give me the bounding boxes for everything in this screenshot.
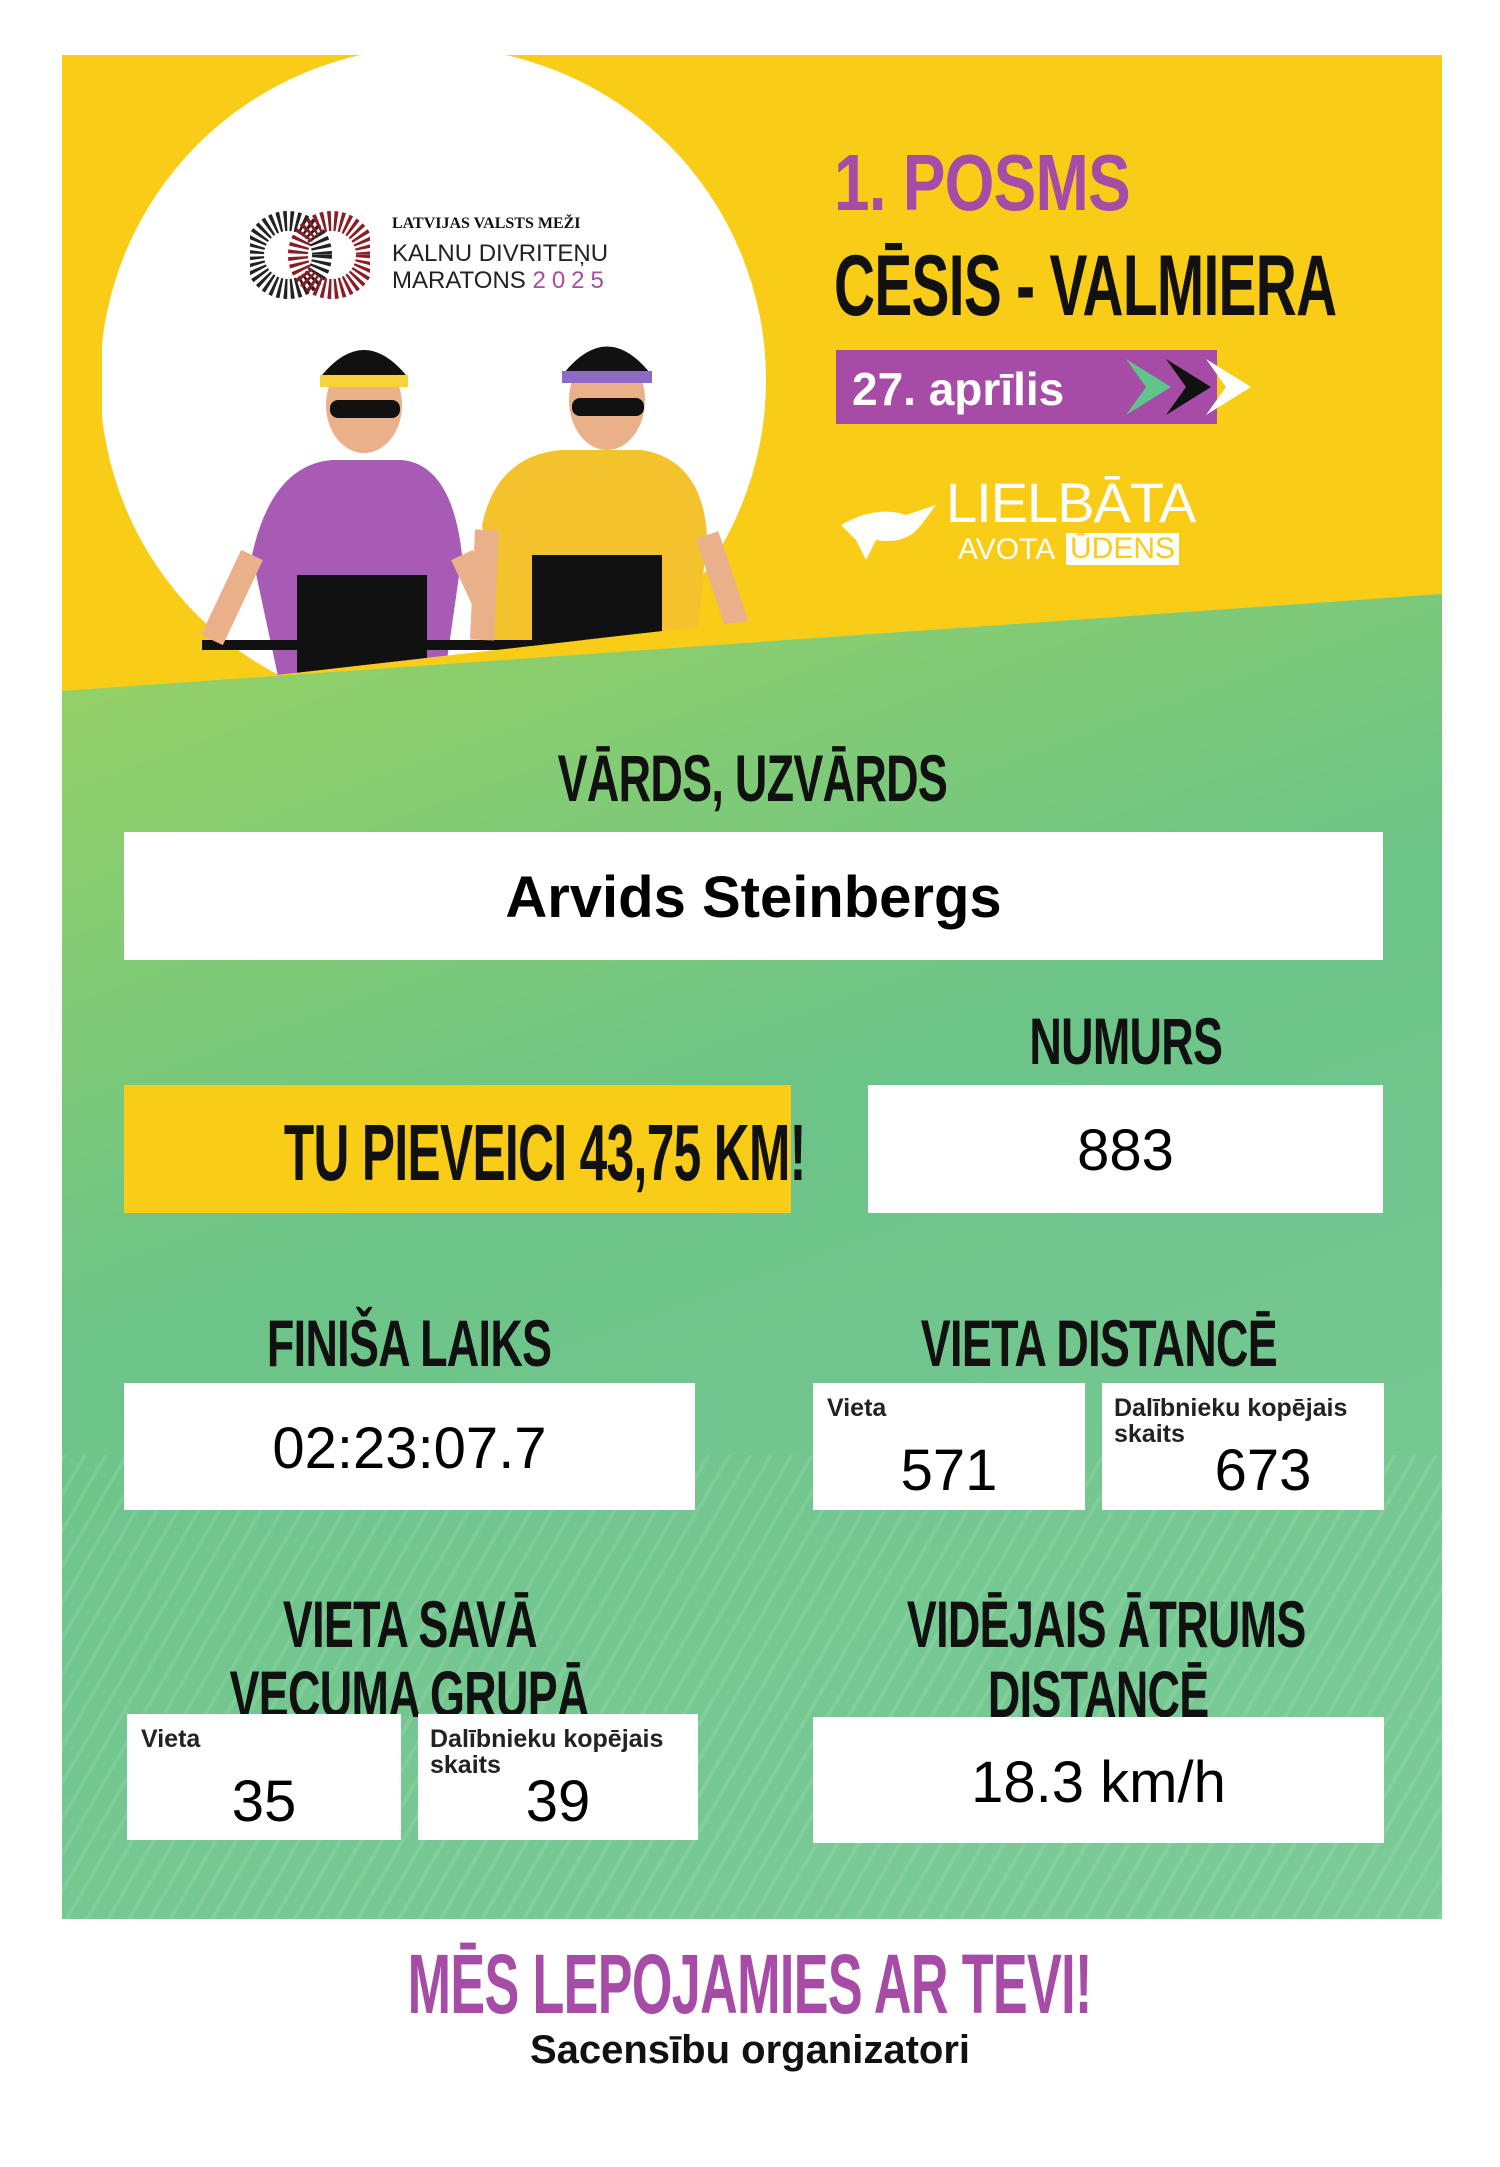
finish-time-label-text: FINIŠA LAIKS [267,1306,552,1380]
sponsor-sub1: AVOTA [958,533,1056,566]
event-logo-sponsor: LATVIJAS VALSTS MEŽI [392,215,581,232]
sponsor-logo: LIELBĀTA AVOTA ŪDENS [836,475,1236,575]
distance-place-label: VIETA DISTANCĒ [813,1310,1384,1376]
distance-banner: TU PIEVEICI 43,75 KM! [124,1085,806,1213]
age-place-box: Vieta 35 [127,1714,401,1840]
name-label-text: VĀRDS, UZVĀRDS [557,741,947,815]
result-card: LATVIJAS VALSTS MEŽI KALNU DIVRITEŅU MAR… [62,55,1442,1919]
cyclists-illustration [102,55,766,695]
avg-speed-value: 18.3 km/h [971,1750,1226,1815]
avg-speed-label: VIDĒJAIS ĀTRUMS DISTANCĒ [813,1589,1384,1729]
arrow-icon [1126,359,1251,415]
distance-banner-text: TU PIEVEICI 43,75 KM! [283,1108,806,1197]
name-box: Arvids Steinbergs [124,832,1383,960]
route-title: CĒSIS - VALMIERA [834,243,1394,329]
distance-place-box: Vieta 571 [813,1383,1085,1510]
bird-icon [841,505,936,560]
distance-place-value: 571 [900,1438,998,1503]
footer-slogan-text: MĒS LEPOJAMIES AR TEVI! [407,1937,1093,2031]
event-logo-subtitle: MARATONS 2025 [392,267,610,295]
age-place-sublabel: Vieta [141,1725,201,1753]
sponsor-sub2: ŪDENS [1066,533,1180,565]
route-title-text: CĒSIS - VALMIERA [834,238,1337,334]
event-logo-rings-icon [244,211,376,299]
participant-name: Arvids Steinbergs [505,865,1002,930]
age-total-sublabel-2: skaits [430,1751,501,1779]
number-label-text: NUMURS [1029,1004,1223,1078]
event-logo-year: 2025 [532,267,610,294]
name-label: VĀRDS, UZVĀRDS [62,745,1442,811]
age-place-value: 35 [231,1769,297,1834]
footer-signature: Sacensību organizatori [529,2028,971,2072]
event-logo-maratons: MARATONS [392,267,526,294]
finish-time-label: FINIŠA LAIKS [124,1310,695,1376]
distance-total-box: Dalībnieku kopējais skaits 673 [1102,1383,1384,1510]
age-total-value: 39 [525,1769,591,1834]
stage-title: 1. POSMS [834,143,1254,223]
event-logo-rings [244,210,376,300]
event-logo-title: KALNU DIVRITEŅU [392,240,609,267]
age-group-label: VIETA SAVĀ VECUMA GRUPĀ [124,1589,695,1729]
stage-title-text: 1. POSMS [834,138,1131,227]
finish-time-box: 02:23:07.7 [124,1383,695,1510]
sponsor-name: LIELBĀTA [946,471,1196,534]
distance-place-sublabel: Vieta [827,1394,887,1422]
footer-slogan: MĒS LEPOJAMIES AR TEVI! [0,1942,1500,2026]
avg-speed-label-1: VIDĒJAIS ĀTRUMS [906,1587,1306,1661]
distance-total-sublabel-2: skaits [1114,1420,1185,1448]
avg-speed-box: 18.3 km/h [813,1717,1384,1843]
finish-time-value: 02:23:07.7 [272,1416,547,1481]
number-label: NUMURS [868,1008,1383,1074]
age-total-box: Dalībnieku kopējais skaits 39 [418,1714,698,1840]
distance-total-value: 673 [1214,1438,1312,1503]
date-text: 27. aprīlis [852,363,1065,415]
distance-total-sublabel: Dalībnieku kopējais [1114,1394,1348,1422]
number-box: 883 [868,1085,1383,1213]
age-total-sublabel: Dalībnieku kopējais [430,1725,664,1753]
date-badge: 27. aprīlis [836,350,1251,424]
distance-place-label-text: VIETA DISTANCĒ [920,1306,1277,1380]
age-group-label-1: VIETA SAVĀ [282,1587,537,1661]
bib-number: 883 [1077,1118,1174,1183]
